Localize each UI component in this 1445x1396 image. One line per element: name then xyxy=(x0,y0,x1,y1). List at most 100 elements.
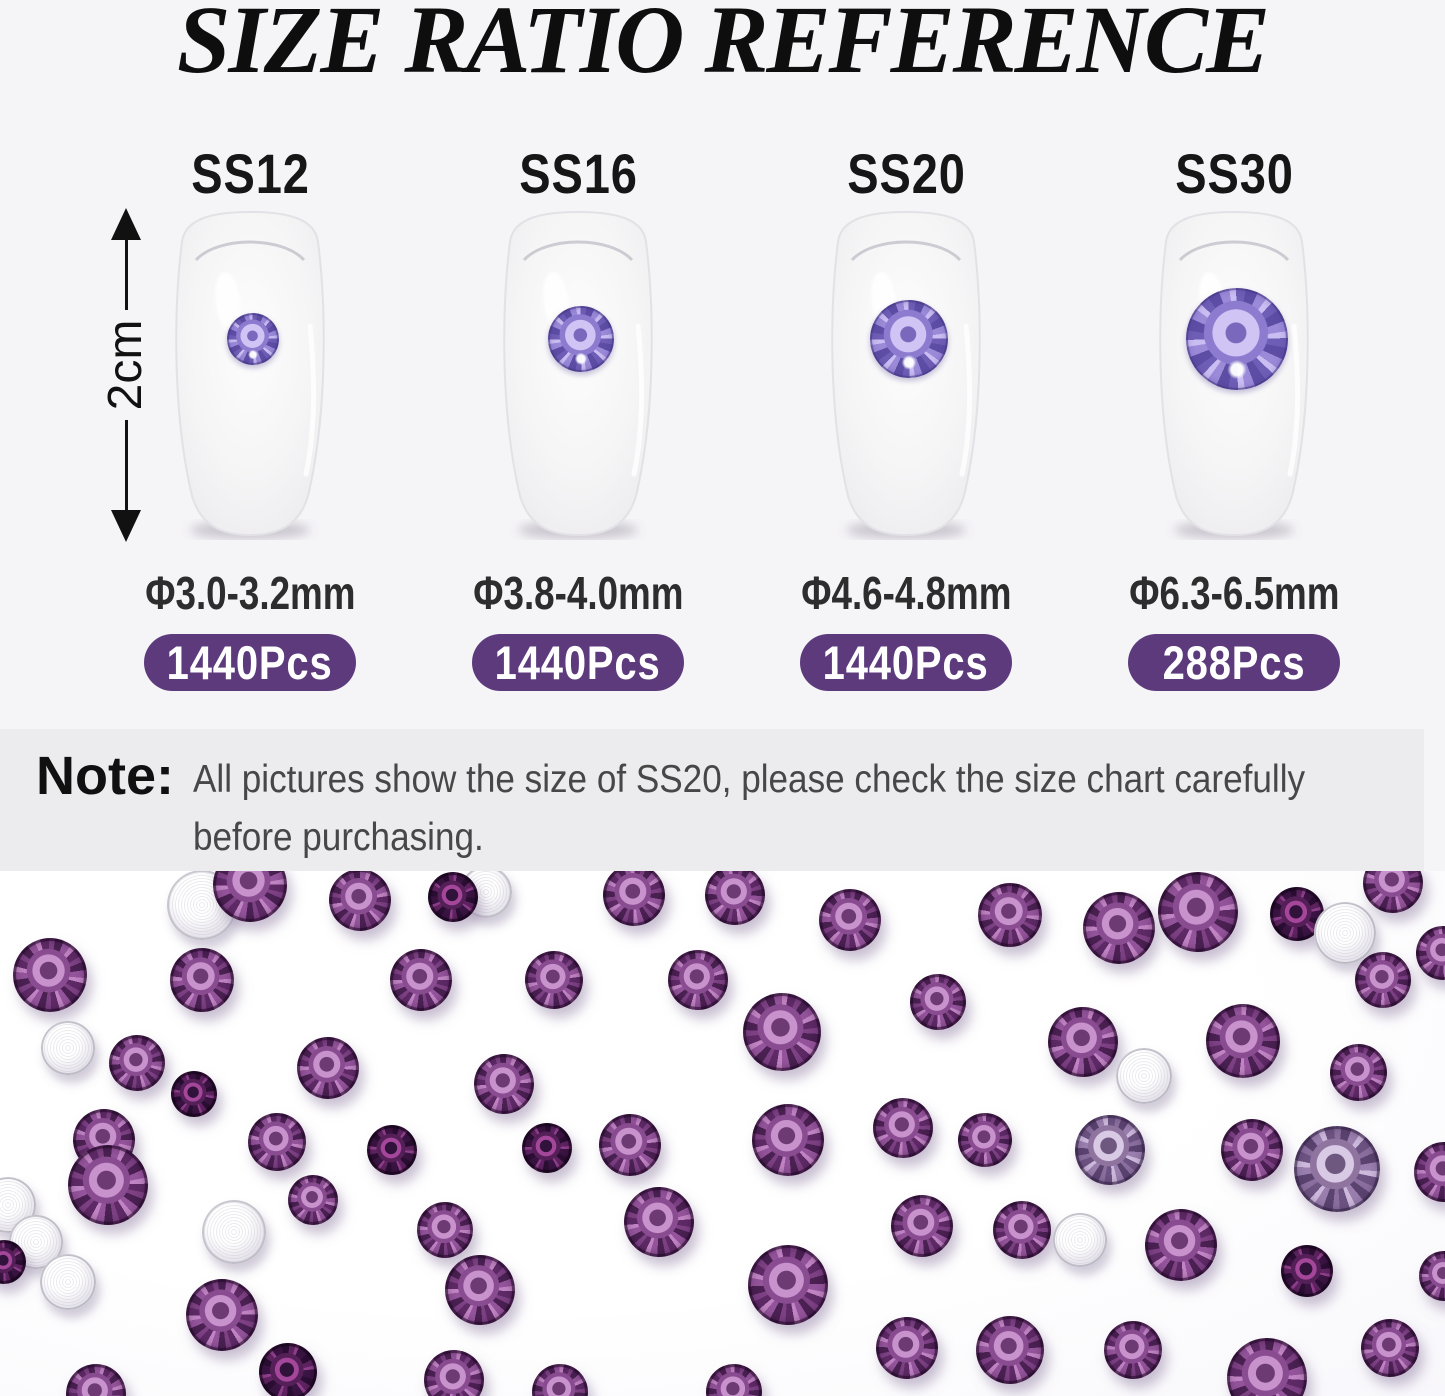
rhinestone xyxy=(819,889,881,951)
rhinestones-photo xyxy=(0,871,1445,1396)
rhinestone xyxy=(329,871,391,931)
size-label: SS12 xyxy=(190,141,310,205)
size-label: SS20 xyxy=(846,141,966,205)
diameter-label: Φ3.8-4.0mm xyxy=(472,567,684,619)
rhinestone xyxy=(288,1175,338,1225)
rhinestone xyxy=(748,1245,828,1325)
rhinestone xyxy=(13,938,87,1012)
rhinestone xyxy=(68,1145,148,1225)
rhinestone xyxy=(532,1364,588,1396)
silver-disc xyxy=(1116,1048,1172,1104)
rhinestone xyxy=(1104,1321,1162,1379)
rhinestone-sample xyxy=(548,306,614,372)
rhinestone xyxy=(367,1125,417,1175)
page-title: SIZE RATIO REFERENCE xyxy=(176,0,1270,93)
note-line-1: All pictures show the size of SS20, plea… xyxy=(193,758,1306,801)
rhinestone xyxy=(1145,1209,1217,1281)
rhinestone xyxy=(668,950,728,1010)
rhinestone xyxy=(1363,871,1423,913)
size-column: SS30 Φ6.3-6.5mm 288Pcs xyxy=(1070,140,1398,691)
quantity-text: 288Pcs xyxy=(1162,636,1306,689)
rhinestone xyxy=(424,1350,484,1396)
silver-disc xyxy=(1314,902,1376,964)
rhinestone-sample xyxy=(870,300,948,378)
diameter-label: Φ4.6-4.8mm xyxy=(800,567,1012,619)
size-label: SS16 xyxy=(518,141,638,205)
rhinestone xyxy=(109,1035,165,1091)
rhinestone xyxy=(1075,1115,1145,1185)
quantity-badge: 1440Pcs xyxy=(472,634,684,691)
rhinestone xyxy=(891,1195,953,1257)
quantity-text: 1440Pcs xyxy=(167,636,333,689)
rhinestone xyxy=(248,1113,306,1171)
note-label: Note: xyxy=(36,746,174,806)
silver-disc xyxy=(1053,1213,1107,1267)
rhinestone xyxy=(1294,1126,1380,1212)
quantity-text: 1440Pcs xyxy=(495,636,661,689)
size-label: SS30 xyxy=(1174,141,1294,205)
rhinestone xyxy=(1281,1245,1333,1297)
rhinestone xyxy=(706,1364,762,1396)
rhinestone xyxy=(186,1279,258,1351)
rhinestone xyxy=(428,872,478,922)
quantity-text: 1440Pcs xyxy=(823,636,989,689)
nail-tip xyxy=(1144,206,1324,540)
arrow-line xyxy=(124,238,128,310)
size-column: SS12 Φ3.0-3.2mm 1440Pcs xyxy=(86,140,414,691)
silver-disc xyxy=(41,1021,95,1075)
rhinestone xyxy=(525,951,583,1009)
rhinestone xyxy=(624,1187,694,1257)
size-column: SS16 Φ3.8-4.0mm 1440Pcs xyxy=(414,140,742,691)
rhinestone-sample xyxy=(1186,288,1288,390)
rhinestone xyxy=(170,948,234,1012)
rhinestone xyxy=(1329,1043,1387,1101)
rhinestone xyxy=(417,1202,473,1258)
rhinestone xyxy=(705,871,765,925)
rhinestone xyxy=(1361,1319,1419,1377)
rhinestone xyxy=(978,883,1042,947)
diameter-label: Φ6.3-6.5mm xyxy=(1128,567,1340,619)
rhinestone xyxy=(752,1104,824,1176)
rhinestone xyxy=(603,871,665,926)
rhinestone xyxy=(1419,1251,1445,1301)
dimension-arrow: 2cm xyxy=(96,208,160,542)
size-columns: SS12 Φ3.0-3.2mm 1440Pcs SS16 xyxy=(86,140,1398,691)
rhinestone xyxy=(876,1317,938,1379)
arrow-up-icon xyxy=(111,208,141,240)
nail-tip xyxy=(160,206,340,540)
size-column: SS20 Φ4.6-4.8mm 1440Pcs xyxy=(742,140,1070,691)
nail-tip xyxy=(816,206,996,540)
rhinestone xyxy=(1158,872,1238,952)
rhinestone xyxy=(599,1114,661,1176)
rhinestone xyxy=(910,974,966,1030)
rhinestone xyxy=(1048,1007,1118,1077)
rhinestone xyxy=(390,949,452,1011)
silver-disc xyxy=(40,1254,96,1310)
rhinestone xyxy=(993,1201,1051,1259)
note-section: Note: All pictures show the size of SS20… xyxy=(0,729,1424,871)
rhinestone xyxy=(743,993,821,1071)
rhinestone-sample xyxy=(227,313,279,365)
rhinestone xyxy=(259,1343,317,1396)
rhinestone xyxy=(297,1037,359,1099)
note-text: All pictures show the size of SS20, plea… xyxy=(193,751,1305,867)
quantity-badge: 1440Pcs xyxy=(144,634,356,691)
rhinestone xyxy=(976,1316,1044,1384)
quantity-badge: 288Pcs xyxy=(1128,634,1340,691)
note-line-2: before purchasing. xyxy=(193,816,484,859)
rhinestone xyxy=(1083,892,1155,964)
rhinestone xyxy=(873,1098,933,1158)
arrow-down-icon xyxy=(111,510,141,542)
diameter-label: Φ3.0-3.2mm xyxy=(144,567,356,619)
rhinestone xyxy=(522,1123,572,1173)
silver-disc xyxy=(202,1200,266,1264)
rhinestone xyxy=(445,1255,515,1325)
rhinestone xyxy=(1414,1142,1445,1202)
quantity-badge: 1440Pcs xyxy=(800,634,1012,691)
rhinestone xyxy=(171,1071,217,1117)
rhinestone xyxy=(1355,952,1411,1008)
rhinestone xyxy=(958,1113,1012,1167)
rhinestone xyxy=(66,1364,126,1396)
arrow-line xyxy=(124,420,128,514)
